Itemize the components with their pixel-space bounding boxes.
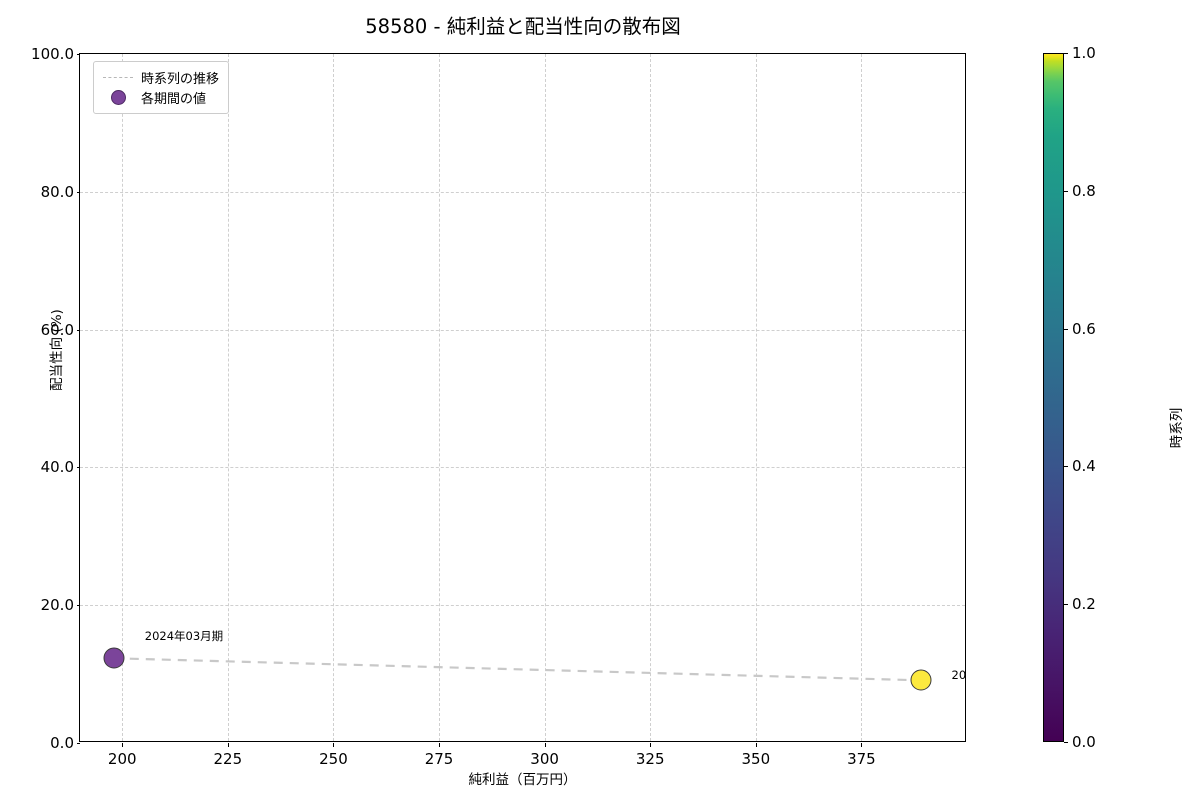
chart-title: 58580 - 純利益と配当性向の散布図 [365, 15, 681, 38]
x-tick-mark [544, 743, 546, 747]
y-tick-label: 40.0 [40, 458, 74, 477]
gridline-vertical [227, 54, 229, 741]
y-tick-mark [76, 743, 80, 744]
data-point[interactable] [103, 647, 125, 669]
colorbar-label: 時系列 [1169, 407, 1185, 449]
gridline-vertical [650, 54, 652, 741]
y-tick-mark [76, 605, 80, 607]
x-tick-label: 350 [741, 750, 771, 768]
legend-entry-points[interactable]: 各期間の値 [101, 87, 219, 107]
x-tick-label: 250 [319, 750, 348, 768]
x-tick-mark [227, 743, 229, 747]
legend-label-points: 各期間の値 [141, 91, 207, 107]
gridline-vertical [439, 54, 441, 741]
y-tick-label: 0.0 [50, 734, 74, 752]
colorbar-tick-mark [1064, 604, 1068, 606]
gridline-horizontal [80, 329, 965, 331]
x-tick-label: 375 [847, 750, 876, 768]
x-tick-label: 325 [635, 750, 665, 768]
y-tick-label: 80.0 [40, 182, 74, 201]
colorbar-tick-label: 0.4 [1072, 457, 1096, 476]
gridline-vertical [122, 54, 124, 741]
trend-line [113, 657, 921, 682]
x-tick-label: 225 [213, 750, 243, 768]
y-tick-label: 100.0 [31, 45, 74, 63]
x-tick-label: 200 [107, 750, 137, 768]
gridline-vertical [333, 54, 335, 741]
y-tick-mark [76, 191, 80, 193]
gridline-horizontal [80, 467, 965, 469]
gridline-vertical [755, 54, 757, 741]
gridline-horizontal [80, 605, 965, 607]
colorbar-tick-label: 0.8 [1072, 181, 1096, 200]
colorbar-tick-label: 1.0 [1072, 44, 1096, 62]
y-tick-mark [76, 329, 80, 331]
point-annotation: 2024年03月期 [144, 629, 224, 644]
y-tick-mark [76, 467, 80, 469]
plot-clip: 2024年03月期 2025年03月期 [80, 54, 965, 741]
colorbar-gradient [1043, 53, 1064, 742]
dashed-line-icon [101, 76, 135, 78]
legend[interactable]: 時系列の推移 各期間の値 [93, 61, 230, 114]
x-tick-label: 275 [424, 750, 454, 768]
gridline-vertical [544, 54, 546, 741]
y-tick-label: 60.0 [40, 320, 74, 339]
x-tick-mark [650, 743, 652, 747]
colorbar-tick-mark [1064, 742, 1068, 743]
legend-label-trend: 時系列の推移 [141, 71, 220, 87]
point-annotation: 2025年03月期 [951, 668, 965, 683]
colorbar-tick-mark [1064, 328, 1068, 330]
data-point[interactable] [910, 669, 932, 691]
y-axis-label: 配当性向 (%) [49, 309, 65, 391]
x-tick-label: 300 [530, 750, 559, 768]
x-tick-mark [333, 743, 335, 747]
colorbar-tick-mark [1064, 190, 1068, 192]
colorbar-tick-label: 0.0 [1072, 733, 1096, 751]
legend-entry-trend[interactable]: 時系列の推移 [101, 67, 219, 87]
gridline-vertical [861, 54, 863, 741]
colorbar: 0.0 0.2 0.4 0.6 0.8 1.0 時系列 [1043, 44, 1185, 751]
gridline-horizontal [80, 191, 965, 193]
colorbar-tick-mark [1064, 53, 1068, 54]
x-tick-mark [861, 743, 863, 747]
colorbar-tick-mark [1064, 466, 1068, 468]
y-tick-label: 20.0 [40, 596, 74, 615]
colorbar-tick-label: 0.2 [1072, 595, 1096, 614]
x-axis-label: 純利益（百万円） [468, 772, 577, 788]
colorbar-tick-label: 0.6 [1072, 319, 1096, 338]
plot-area: 2024年03月期 2025年03月期 200 225 250 275 300 325 350… [31, 45, 966, 768]
purple-dot-icon [101, 89, 135, 105]
y-tick-mark [76, 54, 80, 55]
x-tick-mark [122, 743, 124, 747]
x-tick-mark [755, 743, 757, 747]
x-tick-mark [439, 743, 441, 747]
